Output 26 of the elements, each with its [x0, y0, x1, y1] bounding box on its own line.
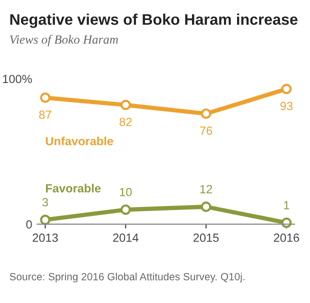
source-note: Source: Spring 2016 Global Attitudes Survey. Q10j. [10, 272, 244, 282]
point [200, 108, 212, 119]
x-tick-label: 2015 [194, 234, 219, 242]
point [120, 100, 131, 110]
y-tick-label: 0 [26, 220, 32, 229]
data-label: 93 [280, 102, 293, 110]
data-label: 87 [39, 110, 52, 119]
data-label: 10 [120, 188, 132, 196]
point [120, 204, 131, 215]
data-label: 82 [120, 118, 132, 126]
point [40, 92, 50, 103]
point [200, 202, 212, 212]
x-tick-label: 2013 [32, 234, 58, 242]
y-tick-label: 100% [3, 74, 32, 84]
point [40, 214, 50, 226]
series-label: Favorable [46, 184, 101, 192]
point [281, 84, 292, 94]
data-label: 1 [284, 201, 290, 210]
chart-subtitle: Views of Boko Haram [10, 34, 118, 46]
text: Unfavorable [46, 136, 114, 146]
x-tick-label: 2016 [274, 234, 300, 242]
data-label: 3 [42, 198, 48, 206]
chart-title: Negative views of Boko Haram increase [10, 14, 298, 28]
data-label: 76 [200, 126, 212, 135]
x-tick-label: 2014 [113, 234, 138, 242]
data-label: 12 [200, 184, 212, 194]
